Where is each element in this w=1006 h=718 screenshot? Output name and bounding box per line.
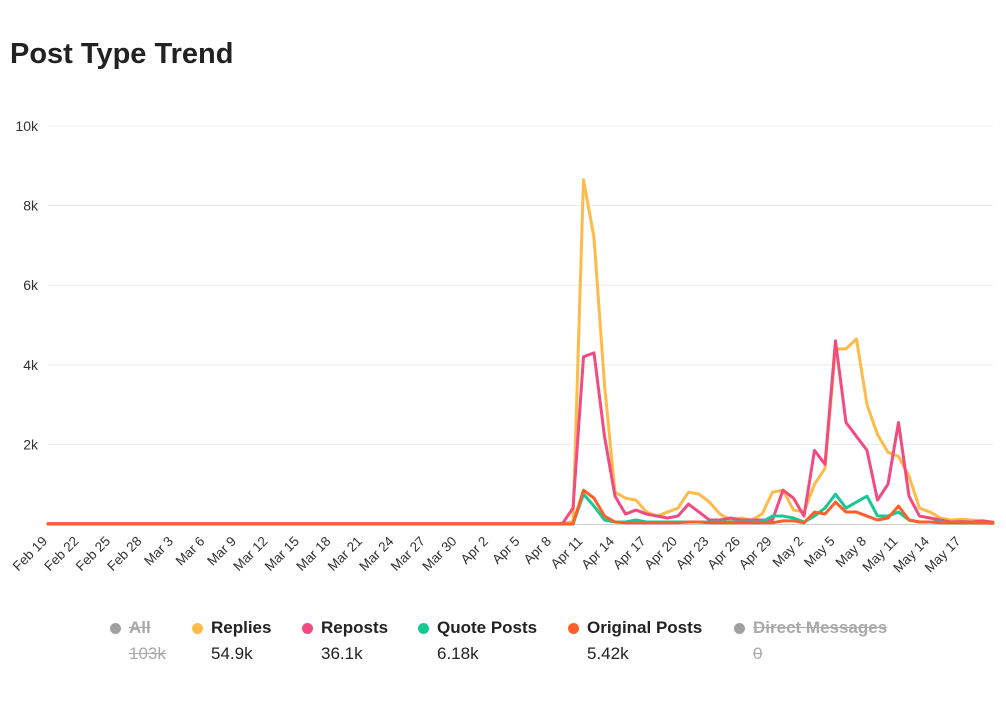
y-tick-label: 6k	[23, 277, 39, 293]
x-tick-label: Apr 2	[458, 534, 491, 567]
series-lines	[46, 178, 995, 526]
chart-title: Post Type Trend	[10, 38, 234, 70]
x-tick-label: Mar 18	[293, 534, 333, 574]
x-tick-label: Apr 26	[704, 534, 743, 573]
legend-value-quote-posts: 6.18k	[437, 644, 479, 663]
x-tick-label: Apr 17	[610, 534, 649, 573]
legend-item-direct-messages[interactable]: Direct Messages 0	[734, 618, 887, 664]
x-tick-label: Feb 25	[73, 534, 113, 574]
legend-label-reposts: Reposts	[321, 618, 389, 637]
legend: All 103k Replies 54.9k Reposts 36.1k Quo…	[100, 618, 960, 668]
all-dot-icon	[110, 622, 121, 634]
direct-messages-dot-icon	[734, 622, 745, 634]
series-line-reposts	[46, 339, 995, 526]
x-tick-label: May 5	[801, 534, 838, 571]
x-tick-label: Feb 19	[10, 534, 50, 574]
x-tick-label: Mar 12	[230, 534, 270, 574]
legend-label-quote-posts: Quote Posts	[437, 618, 538, 637]
x-tick-label: Mar 30	[419, 534, 459, 574]
y-axis-ticks: 2k 4k 6k 8k 10k	[15, 118, 39, 452]
legend-item-original-posts[interactable]: Original Posts 5.42k	[568, 618, 702, 664]
gridlines	[48, 125, 993, 445]
legend-label-original-posts: Original Posts	[587, 618, 703, 637]
legend-value-all: 103k	[129, 644, 166, 663]
y-tick-label: 2k	[23, 436, 39, 452]
legend-item-reposts[interactable]: Reposts 36.1k	[302, 618, 388, 664]
x-tick-label: Apr 14	[578, 533, 617, 572]
series-line-replies	[46, 178, 995, 526]
legend-item-replies[interactable]: Replies 54.9k	[192, 618, 271, 664]
y-tick-label: 4k	[23, 357, 39, 373]
legend-label-all: All	[129, 618, 151, 637]
x-tick-label: Mar 3	[141, 534, 176, 569]
x-tick-label: Mar 21	[325, 534, 365, 574]
legend-value-direct-messages: 0	[753, 644, 763, 663]
x-tick-label: Apr 11	[548, 534, 586, 572]
x-tick-label: Mar 24	[356, 533, 397, 574]
x-tick-label: May 17	[922, 534, 964, 576]
legend-label-direct-messages: Direct Messages	[753, 618, 888, 637]
y-tick-label: 8k	[23, 198, 39, 214]
x-tick-label: Feb 28	[104, 534, 144, 574]
x-tick-label: Mar 6	[173, 534, 208, 569]
series-line-original_posts	[46, 488, 995, 526]
legend-label-replies: Replies	[211, 618, 272, 637]
series-line-quote_posts	[46, 492, 995, 526]
x-tick-label: Apr 5	[489, 534, 522, 567]
legend-value-original-posts: 5.42k	[587, 644, 629, 663]
legend-value-replies: 54.9k	[211, 644, 253, 663]
replies-dot-icon	[192, 622, 203, 634]
y-tick-label: 10k	[15, 118, 39, 134]
x-tick-label: Apr 29	[736, 534, 775, 573]
legend-item-quote-posts[interactable]: Quote Posts 6.18k	[418, 618, 537, 664]
x-tick-label: Feb 22	[41, 534, 81, 574]
x-tick-label: Apr 23	[673, 534, 712, 573]
legend-item-all[interactable]: All 103k	[110, 618, 166, 664]
x-tick-label: May 2	[770, 534, 807, 571]
x-tick-label: Apr 20	[641, 534, 680, 573]
quote-posts-dot-icon	[418, 622, 429, 634]
x-tick-label: Mar 27	[388, 534, 428, 574]
reposts-dot-icon	[302, 622, 313, 634]
x-tick-label: Mar 15	[262, 534, 302, 574]
original-posts-dot-icon	[568, 622, 579, 634]
legend-value-reposts: 36.1k	[321, 644, 363, 663]
